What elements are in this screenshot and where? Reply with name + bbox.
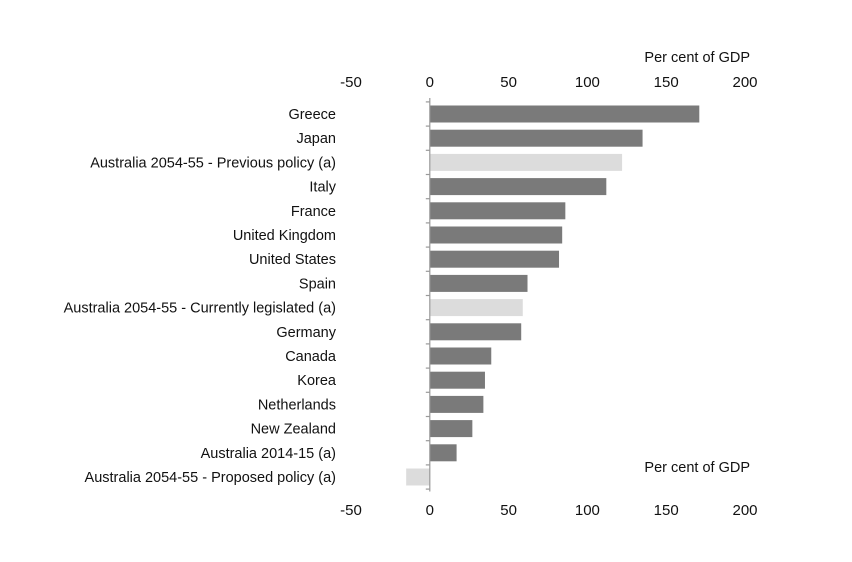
bar [429,105,700,123]
bottom-tick-label: 50 [500,502,517,519]
category-label: Germany [276,325,336,341]
category-label: United Kingdom [233,228,336,244]
bar [429,420,473,438]
bar [429,226,563,244]
bar [429,178,607,196]
category-labels: Greece Japan Australia 2054-55 - Previous … [64,107,337,486]
bottom-tick-label: 100 [575,502,600,519]
bar [429,129,643,147]
top-tick-label: 200 [732,74,757,91]
bars-group [406,101,700,490]
bar [429,153,623,171]
category-label: Greece [288,107,336,123]
bar [429,274,528,292]
category-label: United States [249,252,336,268]
bottom-tick-label: 200 [732,502,757,519]
category-label: Canada [285,349,337,365]
category-label: Japan [296,131,336,147]
bar [429,202,566,220]
top-tick-label: -50 [340,74,362,91]
bottom-axis-unit-label: Per cent of GDP [644,460,750,476]
category-label: Australia 2014-15 (a) [201,446,336,462]
bar [429,250,560,268]
bottom-tick-label: 150 [654,502,679,519]
category-label: Korea [297,373,337,389]
bottom-tick-label: -50 [340,502,362,519]
top-tick-label: 0 [426,74,434,91]
top-tick-label: 150 [654,74,679,91]
bar [429,444,457,462]
bar [429,371,485,389]
category-label: Netherlands [258,397,336,413]
top-tick-label: 100 [575,74,600,91]
bar [429,395,484,413]
category-label: Australia 2054-55 - Proposed policy (a) [85,470,336,486]
top-axis-unit-label: Per cent of GDP [644,50,750,66]
category-label: France [291,204,336,220]
bottom-tick-label: 0 [426,502,434,519]
category-label: Australia 2054-55 - Currently legislated… [64,301,336,317]
category-label: Italy [309,180,336,196]
bar [429,323,522,341]
bottom-axis: -50 0 50 100 150 200 [340,502,757,519]
bar [429,347,492,365]
top-axis: -50 0 50 100 150 200 [340,74,757,91]
bar [429,299,523,317]
category-label: Australia 2054-55 - Previous policy (a) [90,155,336,171]
bar [406,468,430,486]
category-label: New Zealand [251,422,336,438]
top-tick-label: 50 [500,74,517,91]
category-label: Spain [299,276,336,292]
